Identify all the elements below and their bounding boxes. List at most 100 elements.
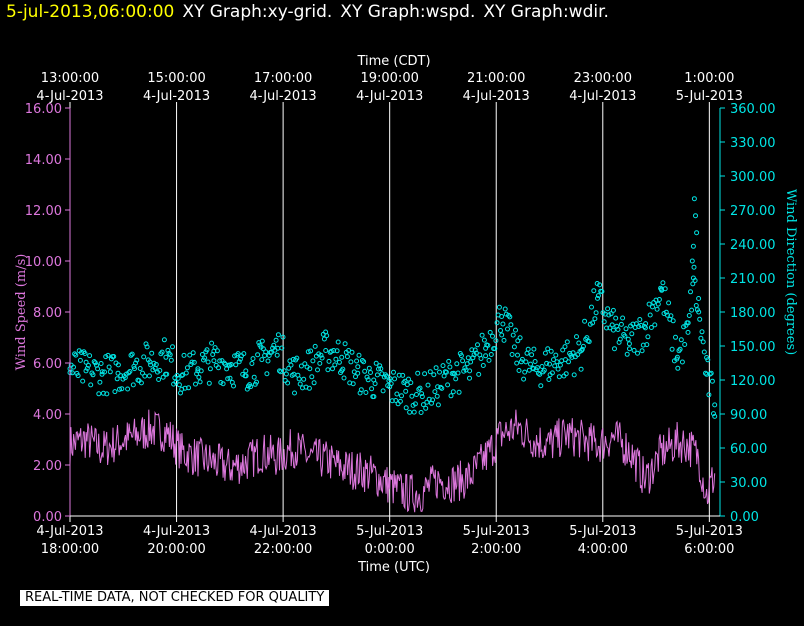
- wind-direction-point: [387, 384, 393, 390]
- wind-direction-point: [515, 352, 520, 358]
- wind-direction-point: [652, 322, 658, 328]
- wind-direction-point: [431, 372, 437, 378]
- wind-direction-point: [332, 362, 338, 368]
- plot-axes: [65, 102, 725, 522]
- top-axis-title: Time (CDT): [356, 54, 430, 69]
- wind-direction-point: [190, 350, 196, 356]
- wind-direction-point: [696, 296, 702, 301]
- wind-direction-point: [128, 352, 134, 358]
- bottom-tick-time: 2:00:00: [471, 542, 521, 557]
- wind-direction-point: [505, 326, 510, 332]
- wind-direction-point: [468, 359, 474, 365]
- wind-direction-point: [306, 385, 312, 391]
- wind-direction-point: [144, 344, 150, 350]
- wind-direction-point: [216, 365, 221, 371]
- top-tick-date: 4-Jul-2013: [463, 89, 530, 104]
- wind-direction-point: [111, 354, 117, 359]
- wind-direction-point: [369, 386, 375, 392]
- wind-direction-point: [624, 351, 630, 357]
- wind-direction-point: [698, 335, 704, 341]
- wind-direction-point: [507, 314, 513, 320]
- wind-direction-point: [620, 315, 626, 321]
- wind-direction-point: [552, 363, 558, 369]
- wind-direction-point: [435, 384, 441, 390]
- wind-direction-point: [146, 373, 152, 379]
- right-axis-title: Wind Direction (degrees): [783, 189, 798, 355]
- wind-direction-point: [688, 289, 693, 295]
- left-tick-label: 16.00: [25, 102, 62, 117]
- wind-direction-point: [84, 365, 90, 371]
- wind-direction-point: [712, 402, 718, 408]
- wind-direction-point: [426, 396, 432, 402]
- wind-direction-point: [80, 378, 86, 384]
- left-tick-label: 4.00: [33, 408, 62, 423]
- wind-direction-point: [125, 386, 131, 392]
- wind-direction-point: [686, 313, 692, 318]
- wind-direction-point: [224, 366, 230, 372]
- wind-direction-point: [250, 356, 256, 362]
- wind-direction-point: [92, 360, 98, 366]
- left-axis-title: Wind Speed (m/s): [14, 254, 29, 371]
- wind-direction-point: [415, 370, 421, 376]
- wind-direction-point: [72, 351, 78, 357]
- wind-direction-point: [601, 319, 607, 325]
- wind-direction-point: [690, 281, 696, 287]
- wind-direction-point: [586, 339, 592, 345]
- wind-direction-point: [164, 371, 170, 377]
- left-tick-label: 2.00: [33, 459, 62, 474]
- wind-direction-point: [476, 371, 482, 377]
- wind-direction-point: [204, 347, 210, 353]
- wind-direction-point: [531, 366, 536, 372]
- bottom-tick-date: 5-Jul-2013: [569, 524, 636, 539]
- wind-direction-point: [522, 369, 528, 375]
- wind-direction-point: [651, 300, 657, 305]
- wind-direction-point: [537, 371, 543, 377]
- wind-direction-point: [362, 368, 368, 374]
- wind-direction-point: [536, 370, 541, 376]
- wind-direction-point: [637, 317, 643, 322]
- wind-direction-point: [206, 380, 212, 386]
- wind-direction-point: [469, 347, 475, 353]
- top-tick-time: 1:00:00: [684, 71, 734, 86]
- wind-direction-point: [542, 350, 548, 356]
- wind-direction-point: [443, 369, 449, 375]
- wind-direction-point: [541, 367, 547, 373]
- wind-direction-point: [149, 350, 155, 356]
- wind-direction-point: [342, 341, 348, 347]
- wind-direction-point: [115, 362, 121, 368]
- wind-direction-point: [75, 373, 81, 379]
- wind-direction-point: [418, 410, 424, 415]
- wind-direction-point: [266, 353, 272, 358]
- wind-direction-point: [77, 357, 83, 363]
- wind-direction-point: [668, 313, 674, 319]
- wind-direction-point: [467, 368, 473, 374]
- wind-direction-point: [690, 243, 696, 249]
- wind-direction-point: [251, 374, 257, 380]
- wind-direction-point: [132, 366, 137, 372]
- wind-direction-point: [157, 368, 163, 373]
- wind-direction-point: [617, 336, 623, 342]
- wind-direction-point: [197, 379, 203, 385]
- wind-direction-point: [364, 374, 370, 380]
- wind-direction-point: [355, 370, 361, 376]
- wind-direction-point: [318, 352, 324, 358]
- wind-direction-point: [414, 392, 419, 397]
- wind-direction-point: [349, 349, 355, 355]
- wind-direction-point: [675, 365, 681, 371]
- wind-direction-point: [622, 333, 628, 339]
- wind-direction-point: [374, 372, 380, 378]
- right-tick-label: 360.00: [730, 102, 776, 117]
- bottom-tick-date: 4-Jul-2013: [250, 524, 317, 539]
- wind-direction-point: [519, 356, 525, 362]
- wind-direction-point: [599, 289, 605, 294]
- wind-direction-point: [199, 352, 205, 357]
- wind-direction-point: [551, 357, 556, 363]
- wind-direction-point: [147, 359, 153, 365]
- wind-direction-point: [531, 346, 537, 352]
- wind-direction-point: [100, 390, 106, 396]
- wind-direction-point: [446, 358, 452, 364]
- wind-direction-point: [416, 386, 422, 392]
- bottom-tick-time: 6:00:00: [684, 542, 734, 557]
- wind-direction-point: [422, 371, 428, 377]
- top-tick-date: 4-Jul-2013: [356, 89, 423, 104]
